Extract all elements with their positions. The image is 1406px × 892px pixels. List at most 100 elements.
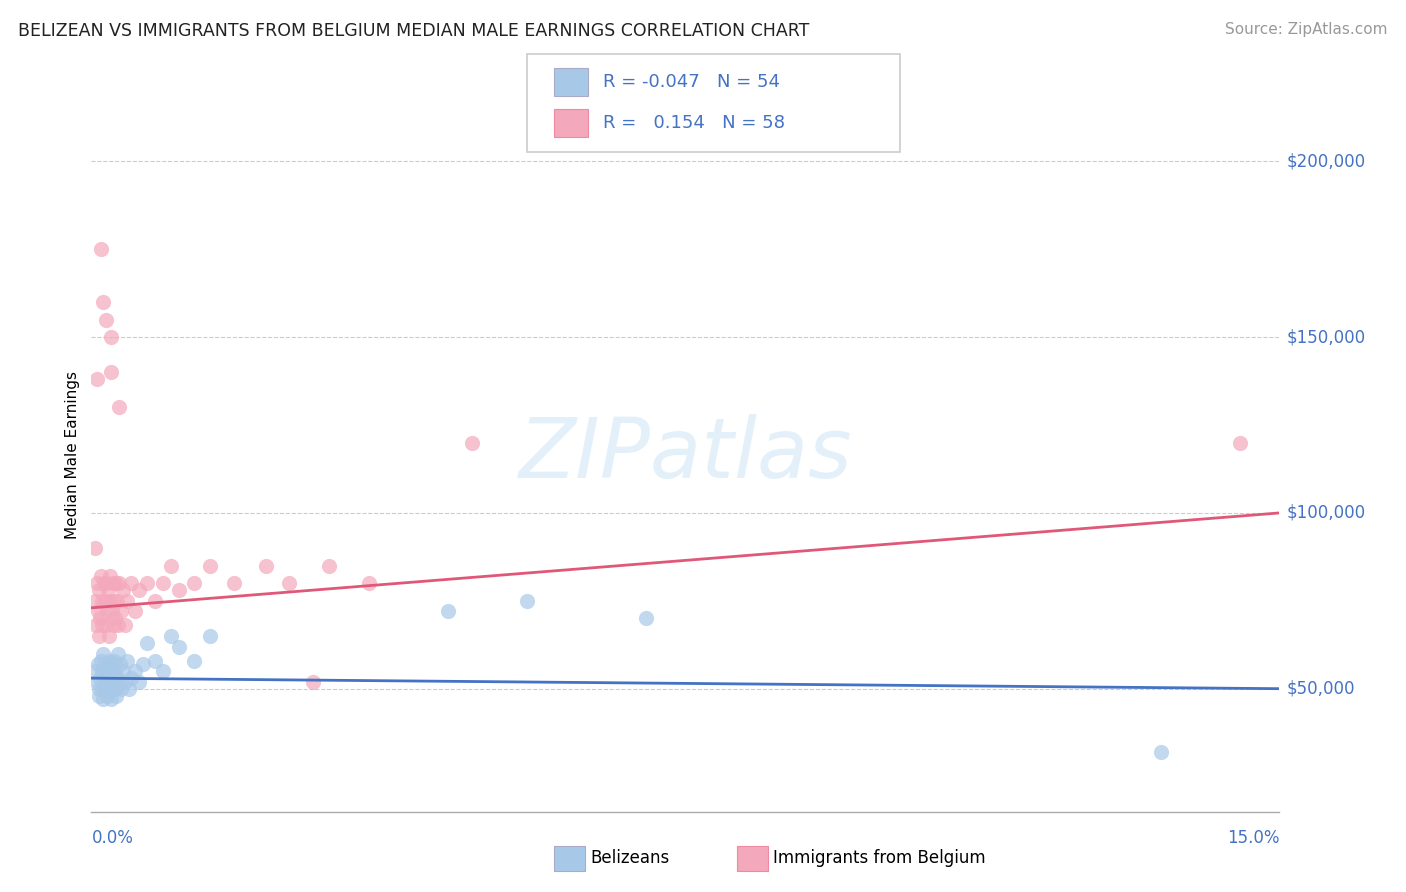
Point — [124, 664, 146, 678]
Text: BELIZEAN VS IMMIGRANTS FROM BELGIUM MEDIAN MALE EARNINGS CORRELATION CHART: BELIZEAN VS IMMIGRANTS FROM BELGIUM MEDI… — [18, 22, 810, 40]
Point — [86, 372, 108, 386]
Point — [112, 664, 135, 678]
Point — [120, 671, 142, 685]
Point — [135, 576, 157, 591]
Point — [128, 674, 150, 689]
Point — [100, 692, 122, 706]
Point — [104, 611, 127, 625]
Point — [89, 689, 111, 703]
Point — [96, 604, 118, 618]
Point — [84, 618, 107, 632]
Point — [222, 576, 245, 591]
Point — [143, 654, 166, 668]
Point — [90, 569, 112, 583]
Point — [97, 674, 120, 689]
Point — [118, 681, 141, 696]
Point — [91, 295, 114, 310]
Point — [94, 618, 117, 632]
Point — [87, 629, 110, 643]
Point — [103, 654, 125, 668]
Point — [114, 674, 136, 689]
Point — [105, 594, 128, 608]
Text: $50,000: $50,000 — [1286, 680, 1355, 698]
Point — [87, 681, 110, 696]
Point — [87, 657, 110, 671]
Point — [94, 657, 117, 671]
Text: ZIPatlas: ZIPatlas — [519, 415, 852, 495]
Point — [97, 583, 120, 598]
Text: R =   0.154   N = 58: R = 0.154 N = 58 — [603, 114, 785, 132]
Point — [278, 576, 301, 591]
Point — [101, 657, 124, 671]
Point — [302, 674, 325, 689]
Point — [115, 654, 138, 668]
Point — [90, 242, 112, 256]
Text: $150,000: $150,000 — [1286, 328, 1365, 346]
Point — [254, 558, 277, 573]
Point — [96, 664, 118, 678]
Point — [103, 594, 125, 608]
Point — [167, 640, 190, 654]
Point — [89, 671, 111, 685]
Point — [100, 330, 122, 344]
Point — [94, 681, 117, 696]
Point — [104, 689, 127, 703]
Point — [101, 604, 124, 618]
Point — [100, 664, 122, 678]
Point — [86, 576, 108, 591]
Point — [159, 558, 181, 573]
Point — [112, 583, 135, 598]
Text: $200,000: $200,000 — [1286, 153, 1365, 170]
Point — [167, 583, 190, 598]
Point — [107, 618, 129, 632]
Point — [108, 401, 131, 415]
Y-axis label: Median Male Earnings: Median Male Earnings — [65, 371, 80, 539]
Text: Source: ZipAtlas.com: Source: ZipAtlas.com — [1225, 22, 1388, 37]
Text: $100,000: $100,000 — [1286, 504, 1365, 522]
Point — [183, 654, 205, 668]
Point — [101, 576, 124, 591]
Point — [132, 657, 155, 671]
Point — [634, 611, 657, 625]
Point — [108, 576, 131, 591]
Point — [84, 594, 107, 608]
Point — [94, 312, 117, 326]
Point — [97, 629, 120, 643]
Point — [96, 576, 118, 591]
Point — [114, 618, 136, 632]
Point — [105, 671, 128, 685]
Point — [91, 647, 114, 661]
Point — [84, 541, 107, 555]
Point — [89, 611, 111, 625]
Point — [84, 664, 107, 678]
Point — [159, 629, 181, 643]
Point — [91, 618, 114, 632]
Point — [86, 674, 108, 689]
Point — [103, 618, 125, 632]
Point — [152, 664, 174, 678]
Point — [1149, 745, 1171, 759]
Point — [87, 604, 110, 618]
Point — [104, 664, 127, 678]
Point — [198, 629, 221, 643]
Point — [91, 692, 114, 706]
Point — [107, 647, 129, 661]
Point — [90, 654, 112, 668]
Text: 0.0%: 0.0% — [91, 830, 134, 847]
Point — [96, 689, 118, 703]
Point — [152, 576, 174, 591]
Point — [143, 594, 166, 608]
Text: R = -0.047   N = 54: R = -0.047 N = 54 — [603, 73, 780, 91]
Point — [128, 583, 150, 598]
Text: 15.0%: 15.0% — [1227, 830, 1279, 847]
Point — [93, 674, 115, 689]
Text: Belizeans: Belizeans — [591, 849, 669, 867]
Point — [124, 604, 146, 618]
Point — [1229, 435, 1251, 450]
Point — [198, 558, 221, 573]
Point — [110, 681, 132, 696]
Point — [90, 681, 112, 696]
Text: Immigrants from Belgium: Immigrants from Belgium — [773, 849, 986, 867]
Point — [104, 576, 127, 591]
Point — [98, 594, 121, 608]
